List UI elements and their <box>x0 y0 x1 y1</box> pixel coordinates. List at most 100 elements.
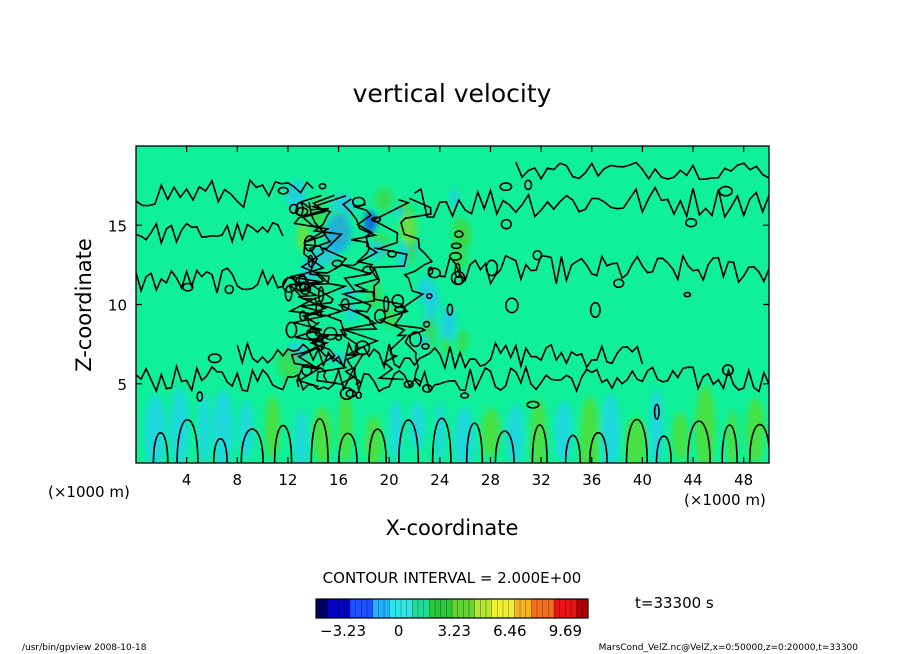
x-tick-label-3: 16 <box>329 471 348 489</box>
contour-line-5 <box>136 178 314 209</box>
contour-eddy-39 <box>459 392 470 399</box>
contour-eddy-19 <box>721 364 734 377</box>
contour-eddy-15 <box>526 400 540 409</box>
contour-column-15 <box>625 418 648 463</box>
field-patch-49 <box>440 337 450 353</box>
contour-eddy-12 <box>485 259 499 277</box>
colorbar-cell-6 <box>350 599 356 618</box>
contour-eddy-21 <box>532 250 543 261</box>
field-patch-6 <box>294 410 309 463</box>
x-tick-label-11: 48 <box>734 471 753 489</box>
colorbar-cell-43 <box>559 599 566 618</box>
field-patch-39 <box>368 282 383 310</box>
contour-eddy-59 <box>196 391 204 402</box>
y-axis-label: Z-coordinate <box>72 238 96 372</box>
colorbar-cell-27 <box>469 599 475 618</box>
colorbar-cell-21 <box>435 599 441 618</box>
field-patch-5 <box>264 395 281 460</box>
colorbar-cell-22 <box>440 599 447 618</box>
field-patch-14 <box>481 408 501 457</box>
contour-line-0 <box>136 363 769 394</box>
contour-line-7 <box>515 161 769 181</box>
colorbar-cell-37 <box>525 599 532 618</box>
contour-column-14 <box>589 431 608 463</box>
contour-eddy-33 <box>339 386 354 401</box>
contour-eddy-50 <box>453 275 464 286</box>
contour-core-2 <box>340 203 380 384</box>
contour-line-2 <box>136 267 309 294</box>
field-patches <box>143 180 765 463</box>
y-tick-label-1: 10 <box>108 297 127 315</box>
contour-eddy-29 <box>613 278 625 289</box>
field-patch-67 <box>363 210 377 234</box>
contour-column-17 <box>686 420 711 463</box>
colorbar-cell-13 <box>389 599 396 618</box>
field-patch-4 <box>238 400 254 460</box>
colorbar-tick-label-3: 6.46 <box>493 622 526 640</box>
contour-column-12 <box>531 424 548 463</box>
contour-lines <box>136 161 769 463</box>
contour-column-4 <box>273 425 293 463</box>
contour-column-1 <box>176 418 199 463</box>
plot-area <box>136 146 769 463</box>
contour-line-6 <box>414 185 769 219</box>
colorbar-cell-1 <box>321 599 328 618</box>
colorbar-frame <box>315 598 589 619</box>
x-tick-label-9: 40 <box>633 471 652 489</box>
field-patch-19 <box>601 392 620 463</box>
contour-eddy-46 <box>422 320 431 328</box>
colorbar-cell-31 <box>491 599 498 618</box>
contour-core-5 <box>310 194 348 386</box>
colorbar-cell-24 <box>452 599 458 618</box>
contour-eddy-40 <box>499 182 513 192</box>
contour-eddy-54 <box>684 217 698 228</box>
contour-eddy-61 <box>427 266 434 276</box>
field-patch-12 <box>434 402 445 461</box>
y-tick-label-2: 15 <box>108 217 127 235</box>
field-patch-43 <box>450 188 459 209</box>
contour-core-0 <box>372 198 411 381</box>
contour-core-4 <box>393 197 434 383</box>
field-patch-29 <box>375 188 394 211</box>
contour-column-2 <box>212 438 228 463</box>
contour-eddy-27 <box>382 295 390 313</box>
colorbar-tick-label-0: −3.23 <box>320 622 366 640</box>
colorbar-cell-18 <box>418 599 424 618</box>
colorbar-cell-14 <box>395 599 402 618</box>
colorbar-cell-35 <box>514 599 521 618</box>
colorbar-cell-36 <box>520 599 526 618</box>
colorbar-cell-19 <box>423 599 430 618</box>
contour-line-1 <box>236 340 644 371</box>
colorbar-cell-40 <box>542 599 549 618</box>
contour-column-19 <box>748 423 769 463</box>
colorbar-tick-label-2: 3.23 <box>437 622 470 640</box>
contour-eddy-32 <box>683 291 692 298</box>
contour-eddy-0 <box>500 218 513 230</box>
x-axis-label: X-coordinate <box>386 516 519 540</box>
contour-eddy-31 <box>421 342 430 350</box>
colorbar-cell-26 <box>463 599 470 618</box>
field-patch-9 <box>364 416 383 463</box>
colorbar-cell-29 <box>480 599 487 618</box>
x-unit-right: (×1000 m) <box>684 491 766 509</box>
x-tick-label-0: 4 <box>182 471 192 489</box>
colorbar-cell-20 <box>429 599 436 618</box>
field-patch-34 <box>447 308 457 341</box>
colorbar-cell-47 <box>582 599 589 618</box>
field-patch-3 <box>212 389 234 463</box>
colorbar <box>315 599 589 618</box>
contour-column-16 <box>655 435 672 463</box>
x-axis: 4 8 12 16 20 24 28 32 36 40 44 48 <box>182 146 753 489</box>
footer-right: MarsCond_VelZ.nc@VelZ,x=0:50000,z=0:2000… <box>599 643 859 653</box>
y-tick-label-0: 5 <box>117 376 127 394</box>
contour-line-3 <box>439 253 769 286</box>
colorbar-ticks: −3.23 0 3.23 6.46 9.69 <box>320 622 582 640</box>
field-patch-64 <box>451 217 471 249</box>
field-patch-2 <box>197 394 211 463</box>
contour-eddy-7 <box>653 403 660 420</box>
time-label: t=33300 s <box>635 594 714 612</box>
field-patch-16 <box>530 399 547 463</box>
contour-column-7 <box>368 428 387 463</box>
contour-eddy-18 <box>425 293 433 300</box>
